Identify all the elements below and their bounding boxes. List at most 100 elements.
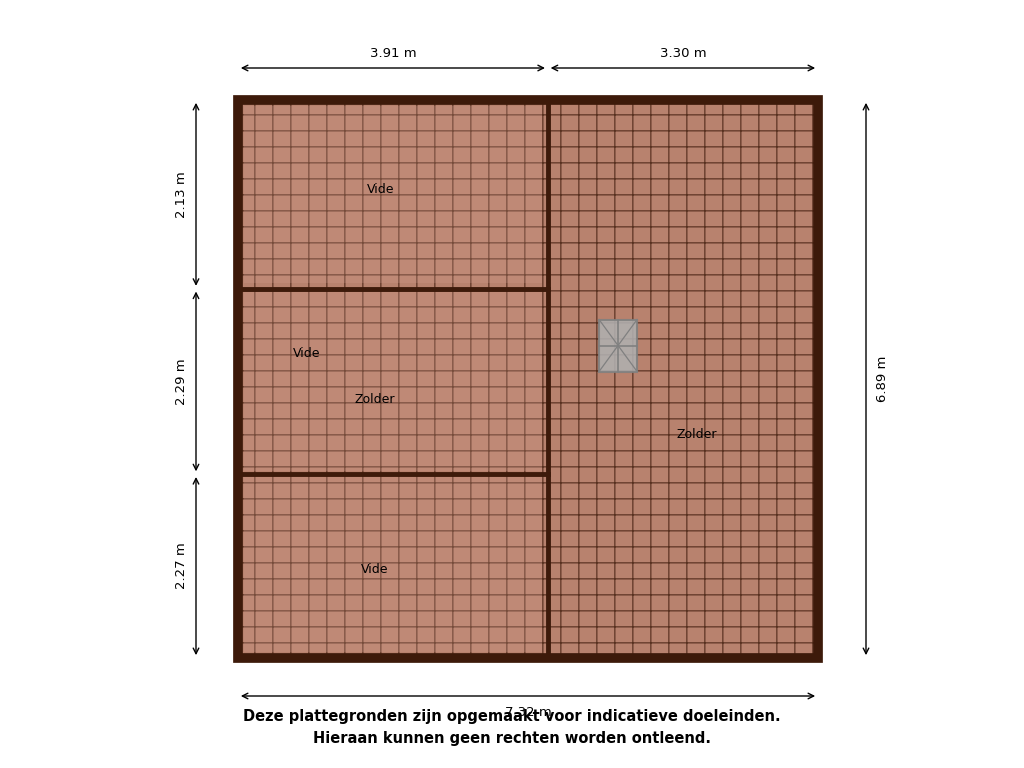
FancyBboxPatch shape [237,371,255,387]
FancyBboxPatch shape [255,611,273,627]
FancyBboxPatch shape [795,643,813,659]
FancyBboxPatch shape [741,531,759,547]
FancyBboxPatch shape [471,419,489,435]
FancyBboxPatch shape [561,131,579,147]
FancyBboxPatch shape [525,163,543,179]
FancyBboxPatch shape [507,163,525,179]
FancyBboxPatch shape [687,115,705,131]
FancyBboxPatch shape [741,115,759,131]
FancyBboxPatch shape [597,643,615,659]
FancyBboxPatch shape [723,323,741,339]
FancyBboxPatch shape [489,531,507,547]
FancyBboxPatch shape [399,99,417,115]
FancyBboxPatch shape [741,611,759,627]
FancyBboxPatch shape [435,579,453,595]
FancyBboxPatch shape [597,115,615,131]
FancyBboxPatch shape [273,595,291,611]
FancyBboxPatch shape [597,451,615,467]
FancyBboxPatch shape [453,467,471,483]
FancyBboxPatch shape [345,627,362,643]
FancyBboxPatch shape [327,435,345,451]
FancyBboxPatch shape [453,547,471,563]
FancyBboxPatch shape [651,531,669,547]
FancyBboxPatch shape [759,195,777,211]
FancyBboxPatch shape [705,595,723,611]
FancyBboxPatch shape [669,403,687,419]
FancyBboxPatch shape [705,259,723,275]
FancyBboxPatch shape [507,547,525,563]
FancyBboxPatch shape [705,451,723,467]
FancyBboxPatch shape [525,643,543,659]
FancyBboxPatch shape [362,499,381,515]
FancyBboxPatch shape [399,435,417,451]
FancyBboxPatch shape [291,563,309,579]
FancyBboxPatch shape [255,339,273,355]
FancyBboxPatch shape [723,563,741,579]
FancyBboxPatch shape [489,403,507,419]
FancyBboxPatch shape [561,179,579,195]
FancyBboxPatch shape [777,99,795,115]
FancyBboxPatch shape [471,467,489,483]
FancyBboxPatch shape [759,627,777,643]
FancyBboxPatch shape [561,115,579,131]
FancyBboxPatch shape [633,99,651,115]
FancyBboxPatch shape [399,483,417,499]
FancyBboxPatch shape [687,563,705,579]
FancyBboxPatch shape [633,611,651,627]
FancyBboxPatch shape [489,627,507,643]
FancyBboxPatch shape [362,627,381,643]
FancyBboxPatch shape [723,115,741,131]
FancyBboxPatch shape [543,131,561,147]
FancyBboxPatch shape [417,195,435,211]
FancyBboxPatch shape [813,211,819,227]
FancyBboxPatch shape [597,275,615,291]
FancyBboxPatch shape [543,419,561,435]
FancyBboxPatch shape [705,339,723,355]
FancyBboxPatch shape [759,115,777,131]
FancyBboxPatch shape [435,483,453,499]
FancyBboxPatch shape [669,483,687,499]
FancyBboxPatch shape [291,403,309,419]
FancyBboxPatch shape [687,211,705,227]
FancyBboxPatch shape [237,227,255,243]
FancyBboxPatch shape [723,387,741,403]
FancyBboxPatch shape [525,467,543,483]
FancyBboxPatch shape [579,323,597,339]
Text: Vide: Vide [293,347,319,360]
FancyBboxPatch shape [345,435,362,451]
FancyBboxPatch shape [471,643,489,659]
FancyBboxPatch shape [759,387,777,403]
FancyBboxPatch shape [777,611,795,627]
FancyBboxPatch shape [651,579,669,595]
FancyBboxPatch shape [561,291,579,307]
FancyBboxPatch shape [651,131,669,147]
FancyBboxPatch shape [381,115,399,131]
FancyBboxPatch shape [507,355,525,371]
FancyBboxPatch shape [741,227,759,243]
FancyBboxPatch shape [615,243,633,259]
FancyBboxPatch shape [489,195,507,211]
FancyBboxPatch shape [579,387,597,403]
FancyBboxPatch shape [453,595,471,611]
FancyBboxPatch shape [399,643,417,659]
FancyBboxPatch shape [291,371,309,387]
FancyBboxPatch shape [597,243,615,259]
FancyBboxPatch shape [543,643,561,659]
FancyBboxPatch shape [237,611,255,627]
FancyBboxPatch shape [579,419,597,435]
FancyBboxPatch shape [345,163,362,179]
FancyBboxPatch shape [327,643,345,659]
FancyBboxPatch shape [795,115,813,131]
FancyBboxPatch shape [453,371,471,387]
FancyBboxPatch shape [273,115,291,131]
FancyBboxPatch shape [561,355,579,371]
FancyBboxPatch shape [255,643,273,659]
Text: Deze plattegronden zijn opgemaakt voor indicatieve doeleinden.: Deze plattegronden zijn opgemaakt voor i… [243,709,781,723]
FancyBboxPatch shape [705,163,723,179]
FancyBboxPatch shape [633,147,651,163]
FancyBboxPatch shape [309,291,327,307]
FancyBboxPatch shape [687,579,705,595]
FancyBboxPatch shape [471,99,489,115]
FancyBboxPatch shape [381,131,399,147]
FancyBboxPatch shape [471,211,489,227]
